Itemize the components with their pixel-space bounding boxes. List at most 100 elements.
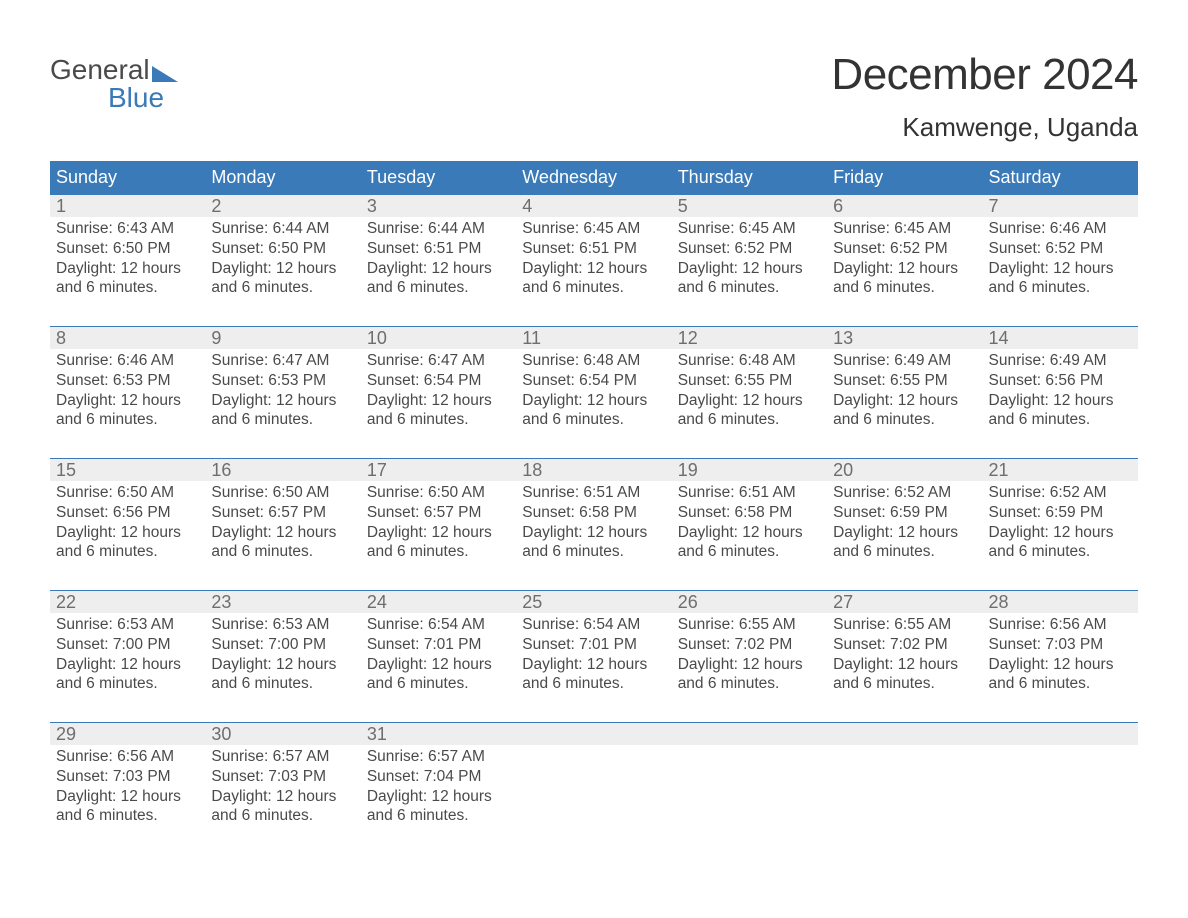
- calendar-cell: 21Sunrise: 6:52 AMSunset: 6:59 PMDayligh…: [983, 458, 1138, 590]
- weekday-header: Saturday: [983, 161, 1138, 194]
- day-details: Sunrise: 6:57 AMSunset: 7:04 PMDaylight:…: [365, 747, 512, 826]
- calendar-cell: 17Sunrise: 6:50 AMSunset: 6:57 PMDayligh…: [361, 458, 516, 590]
- calendar-cell: 27Sunrise: 6:55 AMSunset: 7:02 PMDayligh…: [827, 590, 982, 722]
- logo-triangle-icon: [152, 66, 178, 82]
- brand-logo: General Blue: [50, 50, 178, 112]
- month-title: December 2024: [831, 50, 1138, 100]
- calendar-cell: 28Sunrise: 6:56 AMSunset: 7:03 PMDayligh…: [983, 590, 1138, 722]
- calendar-cell: .: [827, 722, 982, 854]
- day-details: Sunrise: 6:47 AMSunset: 6:53 PMDaylight:…: [209, 351, 356, 430]
- day-details: Sunrise: 6:50 AMSunset: 6:57 PMDaylight:…: [209, 483, 356, 562]
- day-number-band: 26: [672, 590, 827, 613]
- calendar-week-row: 22Sunrise: 6:53 AMSunset: 7:00 PMDayligh…: [50, 590, 1138, 722]
- calendar-cell: 15Sunrise: 6:50 AMSunset: 6:56 PMDayligh…: [50, 458, 205, 590]
- day-number-band: 15: [50, 458, 205, 481]
- calendar-cell: 12Sunrise: 6:48 AMSunset: 6:55 PMDayligh…: [672, 326, 827, 458]
- day-number-band: 7: [983, 194, 1138, 217]
- day-details: Sunrise: 6:45 AMSunset: 6:52 PMDaylight:…: [831, 219, 978, 298]
- day-number-band: 22: [50, 590, 205, 613]
- day-details: Sunrise: 6:44 AMSunset: 6:50 PMDaylight:…: [209, 219, 356, 298]
- day-number-band: 27: [827, 590, 982, 613]
- calendar-week-row: 29Sunrise: 6:56 AMSunset: 7:03 PMDayligh…: [50, 722, 1138, 854]
- day-details: Sunrise: 6:46 AMSunset: 6:53 PMDaylight:…: [54, 351, 201, 430]
- day-number-band: 31: [361, 722, 516, 745]
- day-details: Sunrise: 6:51 AMSunset: 6:58 PMDaylight:…: [676, 483, 823, 562]
- logo-text-top: General: [50, 56, 150, 84]
- weekday-header: Monday: [205, 161, 360, 194]
- day-number-band: 8: [50, 326, 205, 349]
- calendar-cell: 22Sunrise: 6:53 AMSunset: 7:00 PMDayligh…: [50, 590, 205, 722]
- day-number-band: .: [983, 722, 1138, 745]
- day-number-band: 6: [827, 194, 982, 217]
- day-details: Sunrise: 6:52 AMSunset: 6:59 PMDaylight:…: [831, 483, 978, 562]
- day-number-band: 3: [361, 194, 516, 217]
- calendar-cell: 16Sunrise: 6:50 AMSunset: 6:57 PMDayligh…: [205, 458, 360, 590]
- day-details: Sunrise: 6:55 AMSunset: 7:02 PMDaylight:…: [676, 615, 823, 694]
- day-details: Sunrise: 6:46 AMSunset: 6:52 PMDaylight:…: [987, 219, 1134, 298]
- day-number-band: 5: [672, 194, 827, 217]
- logo-text-bottom: Blue: [50, 84, 178, 112]
- day-details: Sunrise: 6:54 AMSunset: 7:01 PMDaylight:…: [520, 615, 667, 694]
- weekday-header: Wednesday: [516, 161, 671, 194]
- weekday-header: Sunday: [50, 161, 205, 194]
- weekday-header: Friday: [827, 161, 982, 194]
- calendar-cell: .: [983, 722, 1138, 854]
- day-details: Sunrise: 6:44 AMSunset: 6:51 PMDaylight:…: [365, 219, 512, 298]
- day-number-band: 25: [516, 590, 671, 613]
- day-number-band: 13: [827, 326, 982, 349]
- day-number-band: 29: [50, 722, 205, 745]
- calendar-cell: .: [672, 722, 827, 854]
- day-details: Sunrise: 6:45 AMSunset: 6:51 PMDaylight:…: [520, 219, 667, 298]
- day-number-band: 14: [983, 326, 1138, 349]
- day-details: Sunrise: 6:49 AMSunset: 6:55 PMDaylight:…: [831, 351, 978, 430]
- day-details: Sunrise: 6:50 AMSunset: 6:57 PMDaylight:…: [365, 483, 512, 562]
- day-number-band: 4: [516, 194, 671, 217]
- calendar-cell: 10Sunrise: 6:47 AMSunset: 6:54 PMDayligh…: [361, 326, 516, 458]
- day-details: Sunrise: 6:47 AMSunset: 6:54 PMDaylight:…: [365, 351, 512, 430]
- calendar-cell: 14Sunrise: 6:49 AMSunset: 6:56 PMDayligh…: [983, 326, 1138, 458]
- day-number-band: 10: [361, 326, 516, 349]
- calendar-cell: 2Sunrise: 6:44 AMSunset: 6:50 PMDaylight…: [205, 194, 360, 326]
- day-number-band: 20: [827, 458, 982, 481]
- day-details: Sunrise: 6:52 AMSunset: 6:59 PMDaylight:…: [987, 483, 1134, 562]
- day-number-band: 9: [205, 326, 360, 349]
- day-details: Sunrise: 6:56 AMSunset: 7:03 PMDaylight:…: [987, 615, 1134, 694]
- calendar-cell: 5Sunrise: 6:45 AMSunset: 6:52 PMDaylight…: [672, 194, 827, 326]
- day-number-band: 18: [516, 458, 671, 481]
- calendar-cell: 6Sunrise: 6:45 AMSunset: 6:52 PMDaylight…: [827, 194, 982, 326]
- location-subtitle: Kamwenge, Uganda: [831, 112, 1138, 143]
- page-header: General Blue December 2024 Kamwenge, Uga…: [50, 50, 1138, 143]
- day-details: Sunrise: 6:43 AMSunset: 6:50 PMDaylight:…: [54, 219, 201, 298]
- calendar-week-row: 1Sunrise: 6:43 AMSunset: 6:50 PMDaylight…: [50, 194, 1138, 326]
- day-details: Sunrise: 6:53 AMSunset: 7:00 PMDaylight:…: [209, 615, 356, 694]
- weekday-header-row: SundayMondayTuesdayWednesdayThursdayFrid…: [50, 161, 1138, 194]
- day-number-band: .: [672, 722, 827, 745]
- day-number-band: 11: [516, 326, 671, 349]
- calendar-cell: 18Sunrise: 6:51 AMSunset: 6:58 PMDayligh…: [516, 458, 671, 590]
- day-details: Sunrise: 6:57 AMSunset: 7:03 PMDaylight:…: [209, 747, 356, 826]
- calendar-cell: 31Sunrise: 6:57 AMSunset: 7:04 PMDayligh…: [361, 722, 516, 854]
- calendar-cell: 25Sunrise: 6:54 AMSunset: 7:01 PMDayligh…: [516, 590, 671, 722]
- day-details: Sunrise: 6:48 AMSunset: 6:54 PMDaylight:…: [520, 351, 667, 430]
- day-details: Sunrise: 6:55 AMSunset: 7:02 PMDaylight:…: [831, 615, 978, 694]
- calendar-week-row: 15Sunrise: 6:50 AMSunset: 6:56 PMDayligh…: [50, 458, 1138, 590]
- day-details: Sunrise: 6:53 AMSunset: 7:00 PMDaylight:…: [54, 615, 201, 694]
- day-number-band: 2: [205, 194, 360, 217]
- day-number-band: .: [516, 722, 671, 745]
- calendar-cell: 23Sunrise: 6:53 AMSunset: 7:00 PMDayligh…: [205, 590, 360, 722]
- calendar-table: SundayMondayTuesdayWednesdayThursdayFrid…: [50, 161, 1138, 854]
- day-number-band: 12: [672, 326, 827, 349]
- calendar-cell: 7Sunrise: 6:46 AMSunset: 6:52 PMDaylight…: [983, 194, 1138, 326]
- calendar-cell: 4Sunrise: 6:45 AMSunset: 6:51 PMDaylight…: [516, 194, 671, 326]
- day-details: Sunrise: 6:50 AMSunset: 6:56 PMDaylight:…: [54, 483, 201, 562]
- day-number-band: 28: [983, 590, 1138, 613]
- weekday-header: Thursday: [672, 161, 827, 194]
- day-number-band: 19: [672, 458, 827, 481]
- day-number-band: 1: [50, 194, 205, 217]
- day-number-band: 21: [983, 458, 1138, 481]
- day-number-band: 17: [361, 458, 516, 481]
- calendar-cell: 3Sunrise: 6:44 AMSunset: 6:51 PMDaylight…: [361, 194, 516, 326]
- day-details: Sunrise: 6:49 AMSunset: 6:56 PMDaylight:…: [987, 351, 1134, 430]
- day-number-band: 24: [361, 590, 516, 613]
- day-details: Sunrise: 6:54 AMSunset: 7:01 PMDaylight:…: [365, 615, 512, 694]
